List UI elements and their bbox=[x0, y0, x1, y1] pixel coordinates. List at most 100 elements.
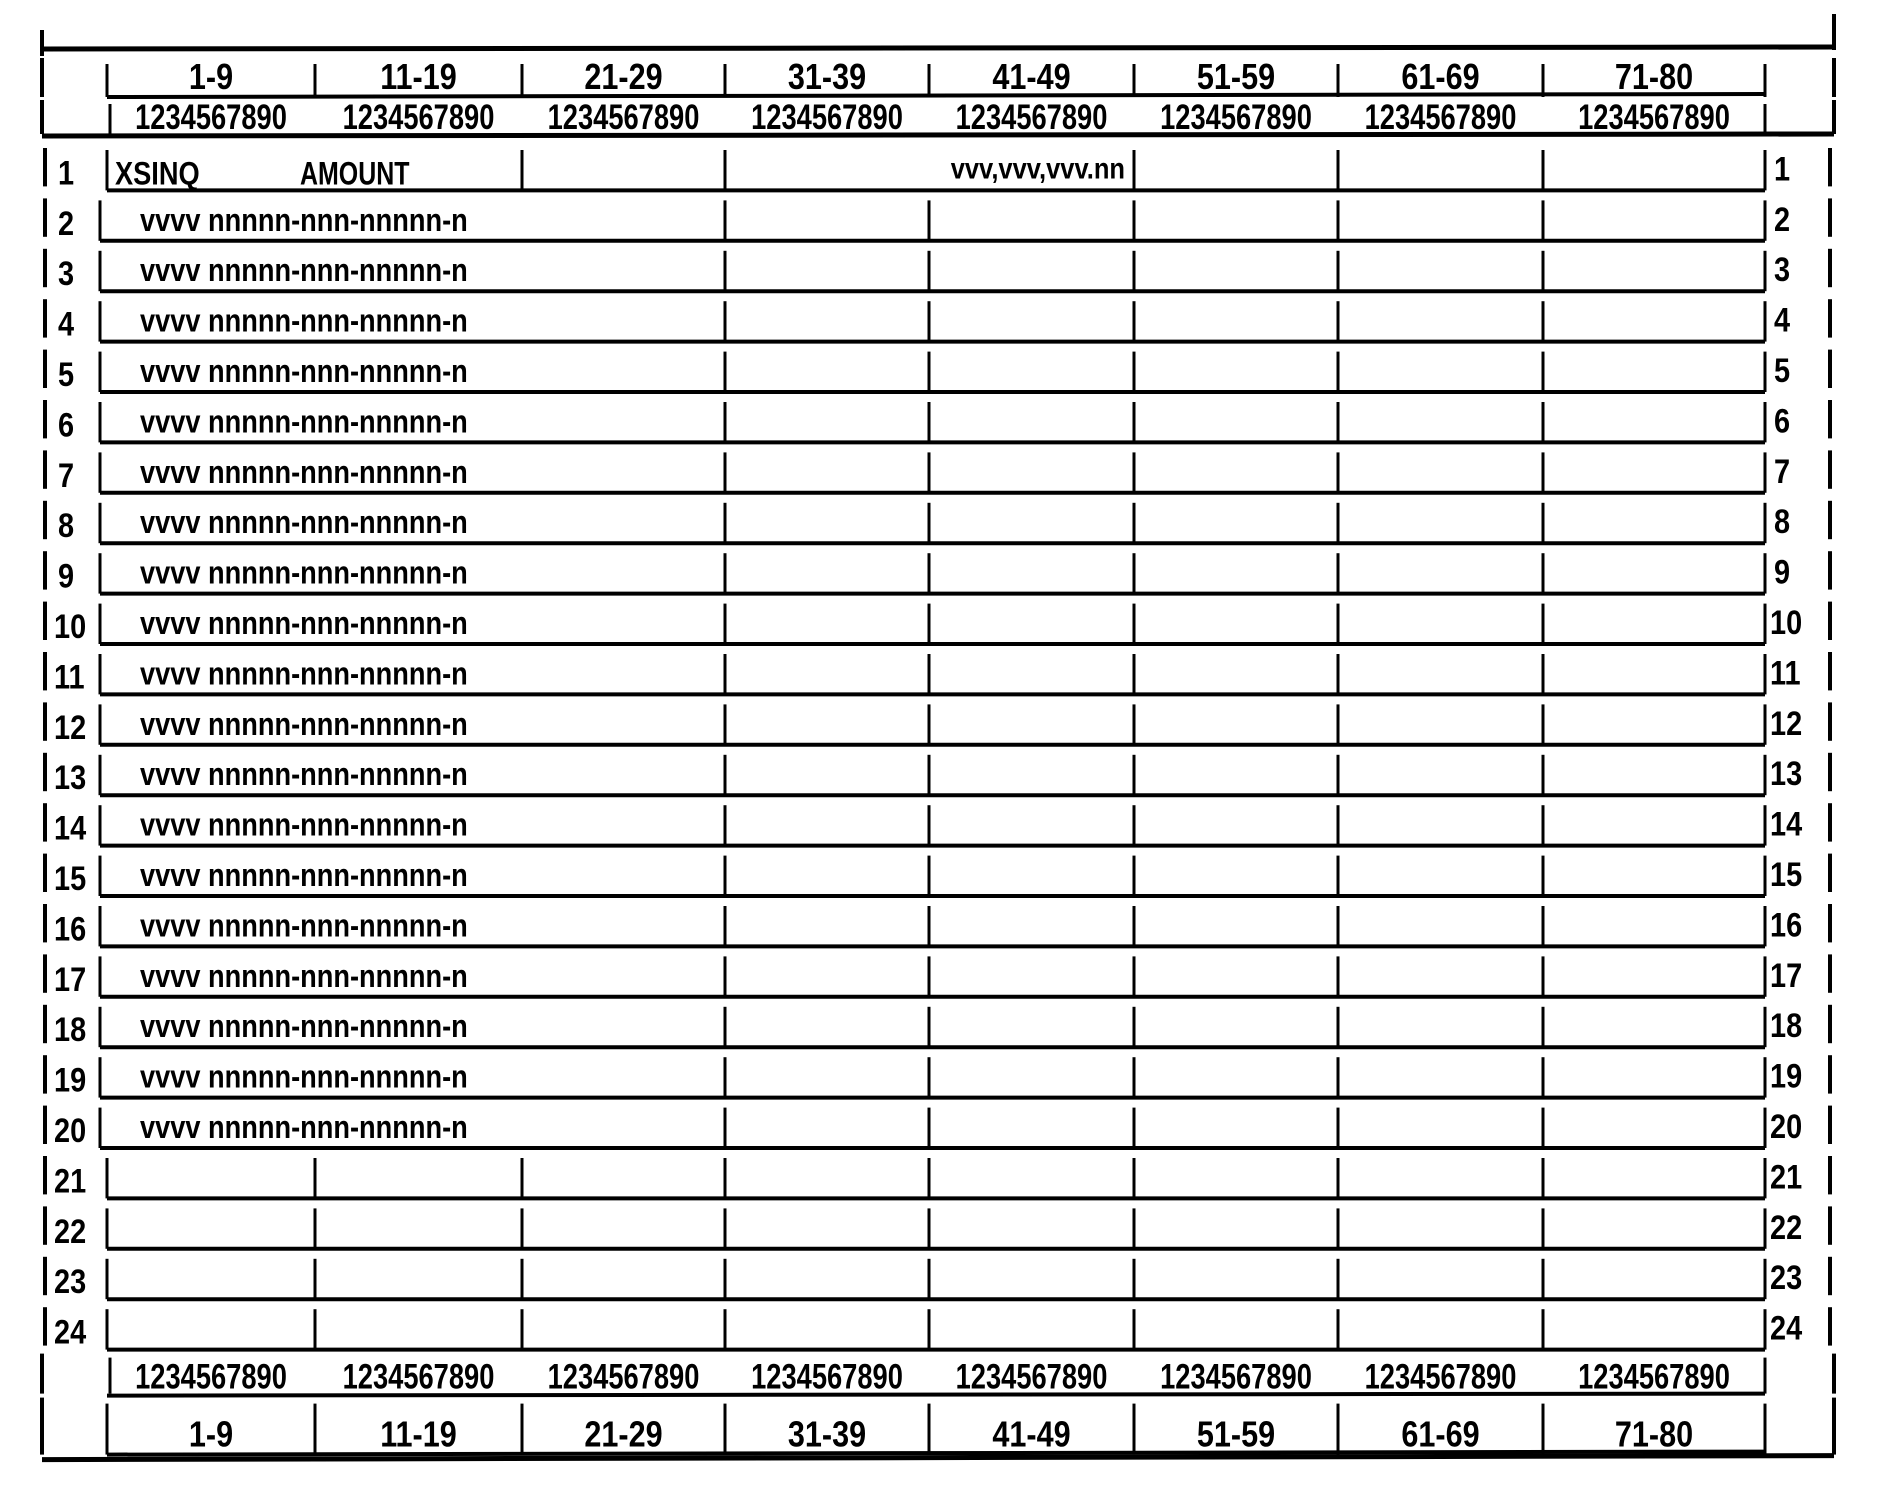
bottom-column-digits: 1234567890 bbox=[135, 1357, 287, 1396]
row-number-right: 17 bbox=[1770, 956, 1802, 995]
top-column-range-label: 1-9 bbox=[189, 58, 233, 98]
row-number-right: 14 bbox=[1770, 804, 1803, 843]
bottom-column-range-label: 11-19 bbox=[380, 1415, 457, 1455]
row-number-left: 21 bbox=[54, 1161, 86, 1200]
row-field-placeholder: vvvv nnnnn-nnn-nnnnn-n bbox=[140, 556, 468, 592]
field-label-xsinq: XSINQ bbox=[115, 156, 200, 192]
row-field-placeholder: vvvv nnnnn-nnn-nnnnn-n bbox=[140, 1110, 468, 1146]
top-column-digits: 1234567890 bbox=[956, 98, 1108, 137]
bottom-column-range-label: 51-59 bbox=[1197, 1415, 1275, 1455]
bottom-range-baseline bbox=[106, 1449, 1766, 1457]
row-field-placeholder: vvvv nnnnn-nnn-nnnnn-n bbox=[140, 707, 468, 743]
row-number-left: 6 bbox=[58, 405, 74, 444]
row-field-placeholder: vvvv nnnnn-nnn-nnnnn-n bbox=[140, 304, 468, 340]
row-number-left: 5 bbox=[58, 355, 74, 394]
row-number-left: 4 bbox=[58, 304, 74, 343]
row-number-left: 17 bbox=[54, 960, 86, 999]
row-number-right: 13 bbox=[1770, 754, 1802, 793]
row-number-left: 1 bbox=[58, 153, 74, 192]
top-column-digits: 1234567890 bbox=[343, 98, 495, 137]
bottom-column-range-label: 41-49 bbox=[992, 1415, 1070, 1455]
bottom-column-range-label: 21-29 bbox=[584, 1415, 662, 1455]
top-column-digits: 1234567890 bbox=[1578, 98, 1730, 137]
row-number-right: 4 bbox=[1774, 300, 1790, 339]
top-column-range-label: 11-19 bbox=[380, 58, 457, 98]
top-column-range-label: 41-49 bbox=[992, 58, 1070, 98]
row-number-right: 7 bbox=[1774, 452, 1790, 491]
row-number-left: 7 bbox=[58, 456, 74, 495]
row-field-placeholder: vvvv nnnnn-nnn-nnnnn-n bbox=[140, 656, 468, 692]
row-field-placeholder: vvvv nnnnn-nnn-nnnnn-n bbox=[140, 908, 468, 944]
bottom-column-range-label: 71-80 bbox=[1615, 1415, 1693, 1455]
row-number-left: 18 bbox=[54, 1010, 86, 1049]
top-column-digits: 1234567890 bbox=[135, 98, 287, 137]
row-number-right: 6 bbox=[1774, 401, 1790, 440]
row-number-right: 19 bbox=[1770, 1056, 1802, 1095]
row-number-left: 16 bbox=[54, 909, 86, 948]
row-number-right: 21 bbox=[1770, 1157, 1802, 1196]
top-border-line bbox=[41, 44, 1835, 52]
top-column-digits: 1234567890 bbox=[751, 98, 903, 137]
row-field-placeholder: vvvv nnnnn-nnn-nnnnn-n bbox=[140, 959, 468, 995]
top-column-range-label: 61-69 bbox=[1401, 58, 1479, 98]
row-field-placeholder: vvvv nnnnn-nnn-nnnnn-n bbox=[140, 455, 468, 491]
row-number-right: 24 bbox=[1770, 1308, 1803, 1347]
field-label-amount: AMOUNT bbox=[300, 157, 410, 193]
row-field-placeholder: vvvv nnnnn-nnn-nnnnn-n bbox=[140, 858, 468, 894]
bottom-column-digits: 1234567890 bbox=[1578, 1357, 1730, 1396]
bottom-column-range-label: 1-9 bbox=[189, 1415, 233, 1455]
row-number-left: 3 bbox=[58, 254, 74, 293]
top-column-digits: 1234567890 bbox=[1160, 98, 1312, 137]
top-column-range-label: 31-39 bbox=[788, 58, 866, 98]
row-field-placeholder: vvvv nnnnn-nnn-nnnnn-n bbox=[140, 354, 468, 390]
bottom-column-digits: 1234567890 bbox=[1160, 1357, 1312, 1396]
row-number-right: 11 bbox=[1770, 653, 1801, 692]
row-field-placeholder: vvvv nnnnn-nnn-nnnnn-n bbox=[140, 203, 468, 239]
row-number-right: 22 bbox=[1770, 1208, 1802, 1247]
top-range-baseline bbox=[106, 92, 1766, 99]
row-number-left: 10 bbox=[54, 607, 86, 646]
row-number-right: 16 bbox=[1770, 905, 1802, 944]
row-number-right: 9 bbox=[1774, 552, 1790, 591]
row-field-placeholder: vvvv nnnnn-nnn-nnnnn-n bbox=[140, 404, 468, 440]
row-number-left: 24 bbox=[54, 1312, 87, 1351]
row-field-placeholder: vvvv nnnnn-nnn-nnnnn-n bbox=[140, 253, 468, 289]
row-number-left: 8 bbox=[58, 506, 74, 545]
row-number-left: 13 bbox=[54, 758, 86, 797]
row-number-left: 2 bbox=[58, 204, 74, 243]
row-field-placeholder: vvvv nnnnn-nnn-nnnnn-n bbox=[140, 757, 468, 793]
top-column-range-label: 71-80 bbox=[1615, 58, 1693, 98]
row-number-right: 5 bbox=[1774, 351, 1790, 390]
bottom-digit-baseline bbox=[106, 1391, 1766, 1398]
top-column-digits: 1234567890 bbox=[548, 98, 700, 137]
bottom-column-digits: 1234567890 bbox=[343, 1357, 495, 1396]
row-number-right: 15 bbox=[1770, 855, 1802, 894]
row-field-placeholder: vvvv nnnnn-nnn-nnnnn-n bbox=[140, 808, 468, 844]
amount-value-placeholder: vvv,vvv,vvv.nn bbox=[951, 151, 1125, 184]
bottom-border-line bbox=[41, 1453, 1835, 1463]
row-number-right: 12 bbox=[1770, 704, 1802, 743]
top-column-range-label: 21-29 bbox=[584, 58, 662, 98]
bottom-column-range-label: 31-39 bbox=[788, 1415, 866, 1455]
row-number-left: 11 bbox=[54, 657, 85, 696]
top-column-digits: 1234567890 bbox=[1365, 98, 1517, 137]
bottom-column-digits: 1234567890 bbox=[548, 1357, 700, 1396]
row-number-right: 20 bbox=[1770, 1107, 1802, 1146]
row-number-left: 23 bbox=[54, 1262, 86, 1301]
row-number-left: 14 bbox=[54, 808, 87, 847]
bottom-column-digits: 1234567890 bbox=[1365, 1357, 1517, 1396]
bottom-column-digits: 1234567890 bbox=[956, 1357, 1108, 1396]
row-number-left: 19 bbox=[54, 1060, 86, 1099]
row-number-right: 23 bbox=[1770, 1258, 1802, 1297]
row-number-left: 9 bbox=[58, 556, 74, 595]
row-field-placeholder: vvvv nnnnn-nnn-nnnnn-n bbox=[140, 1060, 468, 1096]
row-field-placeholder: vvvv nnnnn-nnn-nnnnn-n bbox=[140, 1009, 468, 1045]
row-number-right: 18 bbox=[1770, 1006, 1802, 1045]
row-number-left: 20 bbox=[54, 1111, 86, 1150]
row-number-left: 22 bbox=[54, 1212, 86, 1251]
row-number-right: 2 bbox=[1774, 200, 1790, 239]
row-field-placeholder: vvvv nnnnn-nnn-nnnnn-n bbox=[140, 606, 468, 642]
row-number-left: 15 bbox=[54, 859, 86, 898]
bottom-column-range-label: 61-69 bbox=[1401, 1415, 1479, 1455]
